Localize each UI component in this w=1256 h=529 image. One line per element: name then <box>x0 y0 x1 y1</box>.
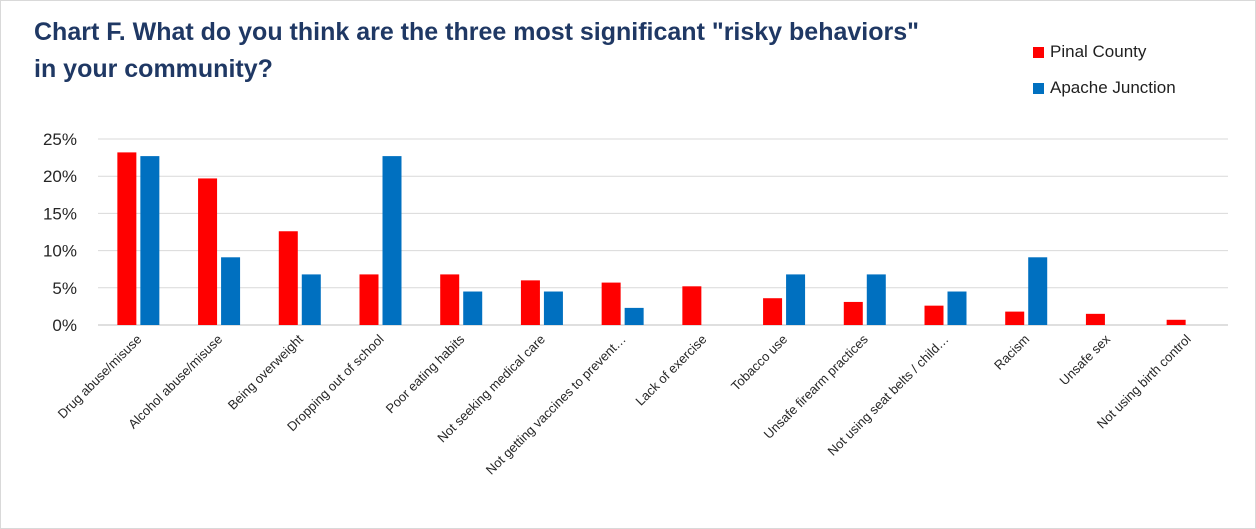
bar-apache-junction <box>221 257 241 325</box>
legend-label-series-2: Apache Junction <box>1050 78 1176 97</box>
bar-apache-junction <box>140 156 160 325</box>
bar-apache-junction <box>382 156 402 325</box>
bar-apache-junction <box>1028 257 1048 325</box>
x-category-label: Poor eating habits <box>383 331 468 416</box>
bar-pinal-county <box>763 298 783 325</box>
x-category-label: Not using birth control <box>1094 331 1194 431</box>
bar-apache-junction <box>301 274 321 325</box>
x-category-label: Being overweight <box>225 331 306 412</box>
bar-pinal-county <box>682 286 702 325</box>
x-category-label: Lack of exercise <box>632 332 709 409</box>
bar-apache-junction <box>463 291 483 325</box>
legend-item-series-1: Pinal County <box>1033 34 1176 70</box>
bar-pinal-county <box>359 274 379 325</box>
bar-pinal-county <box>924 305 944 325</box>
bar-pinal-county <box>1005 311 1025 325</box>
bar-pinal-county <box>278 231 298 325</box>
x-category-label: Drug abuse/misuse <box>55 332 145 422</box>
y-tick-label: 25% <box>43 130 77 149</box>
x-category-label: Unsafe sex <box>1056 331 1113 388</box>
x-category-label: Racism <box>991 332 1032 373</box>
legend-swatch-series-1 <box>1033 46 1044 58</box>
legend-item-series-2: Apache Junction <box>1033 70 1176 106</box>
bar-apache-junction <box>786 274 806 325</box>
bar-apache-junction <box>866 274 886 325</box>
y-tick-label: 0% <box>52 316 77 335</box>
bar-pinal-county <box>843 301 863 325</box>
legend-label-series-1: Pinal County <box>1050 42 1147 61</box>
y-tick-label: 20% <box>43 167 77 186</box>
bar-pinal-county <box>440 274 460 325</box>
bar-pinal-county <box>117 152 137 325</box>
bar-pinal-county <box>601 282 621 325</box>
chart-title: Chart F. What do you think are the three… <box>34 18 919 83</box>
y-tick-label: 15% <box>43 204 77 223</box>
x-category-label: Tobacco use <box>728 332 790 394</box>
bar-pinal-county <box>198 178 218 325</box>
y-tick-label: 10% <box>43 242 77 261</box>
x-category-label: Not getting vaccines to prevent… <box>483 332 629 478</box>
bar-apache-junction <box>947 291 967 325</box>
bar-pinal-county <box>1166 319 1186 325</box>
bar-pinal-county <box>520 280 540 325</box>
bar-apache-junction <box>543 291 563 325</box>
y-tick-label: 5% <box>52 279 77 298</box>
legend: Pinal County Apache Junction <box>1033 34 1176 106</box>
bar-apache-junction <box>624 307 644 325</box>
x-category-label: Alcohol abuse/misuse <box>125 332 225 432</box>
bar-pinal-county <box>1085 313 1105 325</box>
legend-swatch-series-2 <box>1033 82 1044 94</box>
